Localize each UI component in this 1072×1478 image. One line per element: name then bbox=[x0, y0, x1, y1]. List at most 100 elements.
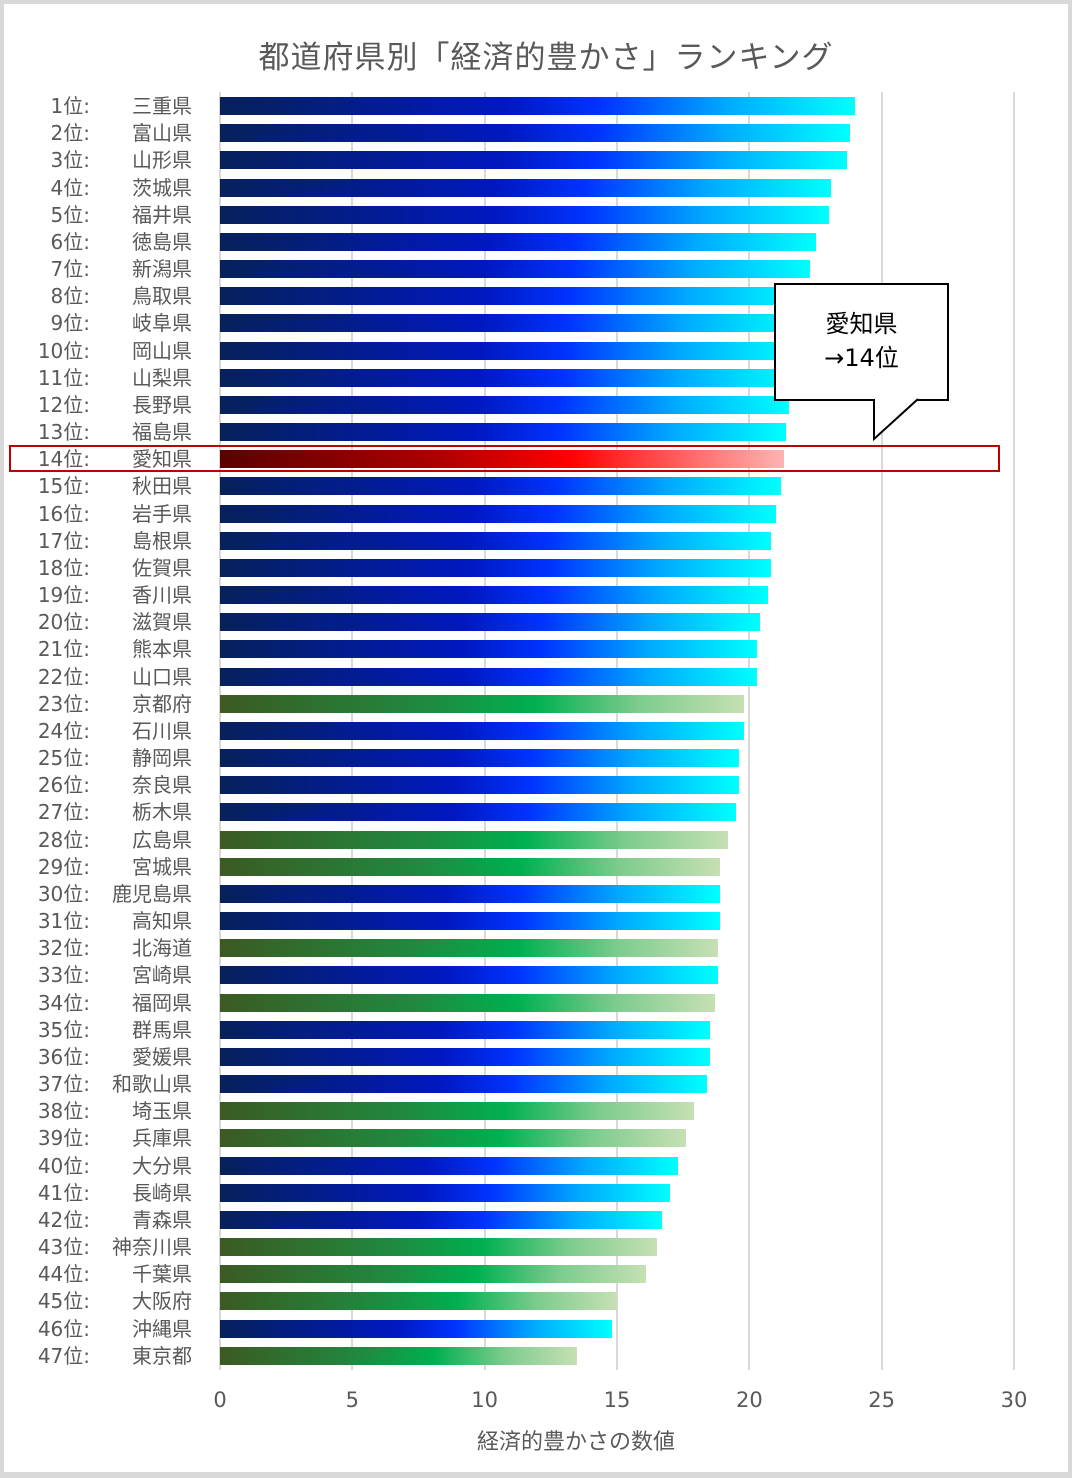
bar bbox=[220, 1047, 710, 1066]
bar bbox=[220, 586, 768, 605]
bar-row: 46位: 沖縄県 bbox=[0, 1316, 1072, 1343]
rank-label: 2位: bbox=[50, 121, 90, 146]
bar bbox=[220, 1319, 612, 1338]
x-tick-label: 10 bbox=[471, 1388, 499, 1412]
prefecture-label: 北海道 bbox=[132, 936, 192, 961]
prefecture-label: 三重県 bbox=[132, 94, 192, 118]
prefecture-label: 鹿児島県 bbox=[112, 881, 192, 906]
bar bbox=[220, 1292, 617, 1311]
bar bbox=[220, 1265, 647, 1284]
bar-row: 24位: 石川県 bbox=[0, 718, 1072, 745]
bar-row: 2位: 富山県 bbox=[0, 120, 1072, 147]
bar bbox=[220, 1156, 678, 1175]
prefecture-label: 島根県 bbox=[132, 528, 192, 553]
prefecture-label: 石川県 bbox=[132, 718, 192, 743]
prefecture-label: 徳島県 bbox=[132, 229, 192, 254]
bar-row: 17位: 島根県 bbox=[0, 528, 1072, 555]
rank-label: 44位: bbox=[37, 1262, 90, 1287]
bar-row: 33位: 宮崎県 bbox=[0, 962, 1072, 989]
rank-label: 4位: bbox=[50, 175, 90, 200]
prefecture-label: 新潟県 bbox=[132, 257, 192, 282]
bar bbox=[220, 341, 797, 360]
x-tick-label: 25 bbox=[868, 1388, 896, 1412]
bar-row: 39位: 兵庫県 bbox=[0, 1125, 1072, 1152]
prefecture-label: 秋田県 bbox=[132, 474, 192, 499]
bar-row: 29位: 宮城県 bbox=[0, 854, 1072, 881]
prefecture-label: 宮崎県 bbox=[132, 963, 192, 988]
rank-label: 11位: bbox=[37, 365, 90, 390]
bar bbox=[220, 423, 787, 442]
x-tick-label: 15 bbox=[603, 1388, 631, 1412]
bar-row: 36位: 愛媛県 bbox=[0, 1044, 1072, 1071]
x-tick-label: 5 bbox=[345, 1388, 360, 1412]
rank-label: 6位: bbox=[50, 229, 90, 254]
rank-label: 5位: bbox=[50, 202, 90, 227]
callout-annotation: 愛知県 →14位 bbox=[774, 283, 949, 401]
bar-row: 3位: 山形県 bbox=[0, 147, 1072, 174]
bar-row: 10位: 岡山県 bbox=[0, 338, 1072, 365]
bar-row: 31位: 高知県 bbox=[0, 908, 1072, 935]
bar-row: 1位: 三重県 bbox=[0, 93, 1072, 120]
bar bbox=[220, 640, 758, 659]
bar bbox=[220, 776, 739, 795]
bar bbox=[220, 450, 784, 469]
rank-label: 21位: bbox=[37, 637, 90, 662]
x-tick-label: 20 bbox=[735, 1388, 763, 1412]
x-axis-label: 経済的豊かさの数値 bbox=[476, 1430, 675, 1455]
chart-title: 都道府県別「経済的豊かさ」ランキング bbox=[258, 40, 834, 76]
bar bbox=[220, 857, 721, 876]
prefecture-label: 長野県 bbox=[132, 392, 192, 417]
bar-row: 13位: 福島県 bbox=[0, 419, 1072, 446]
prefecture-label: 和歌山県 bbox=[112, 1072, 192, 1097]
bar bbox=[220, 966, 718, 985]
highlight-box-aichi bbox=[9, 445, 1000, 472]
bar bbox=[220, 314, 800, 333]
prefecture-label: 群馬県 bbox=[132, 1017, 192, 1042]
prefecture-label: 福岡県 bbox=[132, 990, 192, 1015]
rank-label: 13位: bbox=[37, 420, 90, 445]
bar-row: 23位: 京都府 bbox=[0, 691, 1072, 718]
bar-row: 38位: 埼玉県 bbox=[0, 1098, 1072, 1125]
rank-label: 16位: bbox=[37, 501, 90, 526]
bar bbox=[220, 803, 737, 822]
prefecture-label: 佐賀県 bbox=[132, 555, 192, 580]
callout-line1: 愛知県 bbox=[825, 310, 898, 338]
prefecture-label: 山形県 bbox=[132, 148, 192, 173]
bar-row: 43位: 神奈川県 bbox=[0, 1234, 1072, 1261]
rank-label: 29位: bbox=[37, 854, 90, 879]
prefecture-label: 岩手県 bbox=[132, 501, 192, 526]
bar-row: 14位: 愛知県 bbox=[0, 446, 1072, 473]
bar-row: 41位: 長崎県 bbox=[0, 1180, 1072, 1207]
callout-line2: →14位 bbox=[824, 344, 899, 372]
bar bbox=[220, 205, 829, 224]
rank-label: 38位: bbox=[37, 1099, 90, 1124]
prefecture-label: 大分県 bbox=[132, 1153, 192, 1178]
bar bbox=[220, 1020, 710, 1039]
bar bbox=[220, 558, 771, 577]
bar bbox=[220, 721, 745, 740]
bar-row: 47位: 東京都 bbox=[0, 1343, 1072, 1370]
prefecture-label: 京都府 bbox=[132, 691, 192, 716]
bar-row: 15位: 秋田県 bbox=[0, 473, 1072, 500]
rank-label: 17位: bbox=[37, 528, 90, 553]
prefecture-label: 青森県 bbox=[132, 1207, 192, 1232]
bar bbox=[220, 1075, 707, 1094]
bar-row: 32位: 北海道 bbox=[0, 935, 1072, 962]
rank-label: 36位: bbox=[37, 1044, 90, 1069]
bar bbox=[220, 97, 856, 115]
bar-row: 21位: 熊本県 bbox=[0, 636, 1072, 663]
rank-label: 47位: bbox=[37, 1343, 90, 1368]
bar-row: 8位: 鳥取県 bbox=[0, 283, 1072, 310]
bar bbox=[220, 749, 739, 768]
bar bbox=[220, 1238, 657, 1257]
bar bbox=[220, 531, 771, 550]
bar bbox=[220, 884, 721, 903]
x-tick-label: 0 bbox=[213, 1388, 227, 1412]
bar-row: 40位: 大分県 bbox=[0, 1153, 1072, 1180]
bar-row: 26位: 奈良県 bbox=[0, 772, 1072, 799]
rank-label: 23位: bbox=[37, 691, 90, 716]
bar bbox=[220, 395, 790, 414]
bar bbox=[220, 1210, 662, 1229]
bar bbox=[220, 613, 760, 632]
bar bbox=[220, 667, 758, 686]
